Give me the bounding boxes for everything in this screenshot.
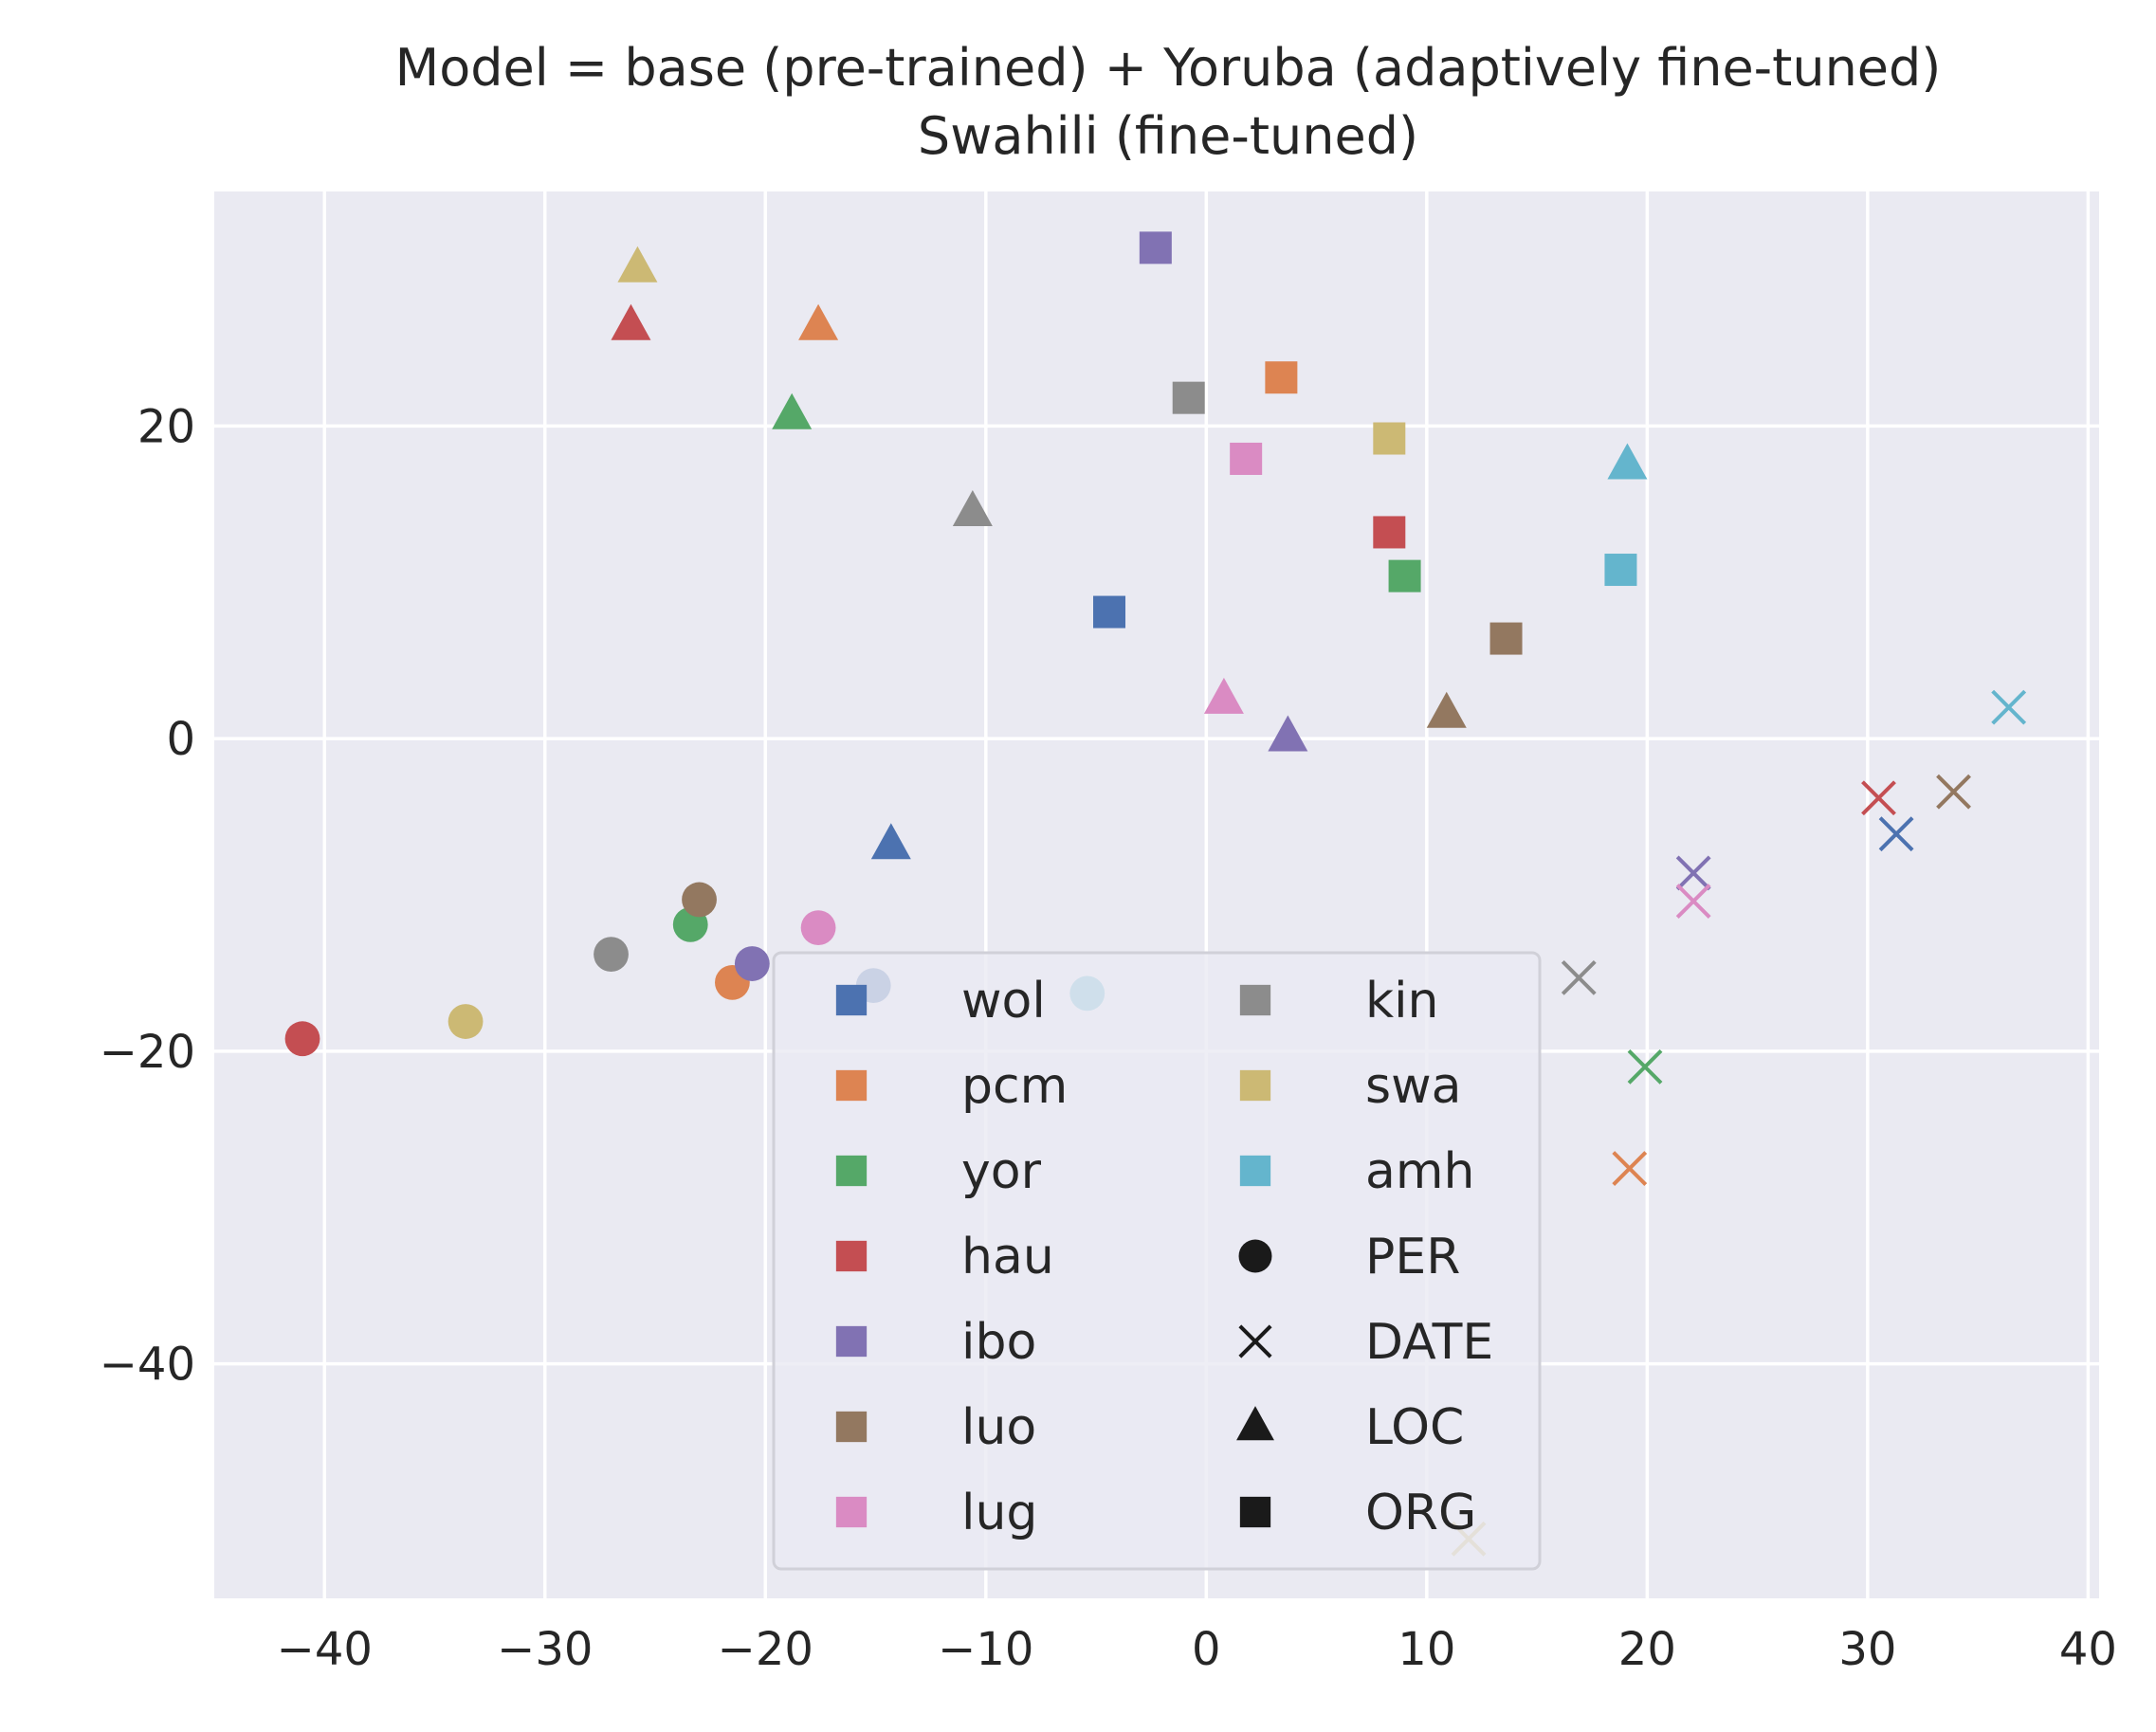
legend-label: LOC — [1365, 1399, 1464, 1456]
point-pcm-date — [1612, 1151, 1648, 1186]
legend-box — [772, 951, 1542, 1571]
chart-subtitle: Swahili (fine-tuned) — [918, 106, 1418, 166]
y-tick-label: −20 — [100, 1026, 195, 1079]
y-axis-ticks: −40 −20 0 20 — [100, 400, 195, 1391]
legend-label: luo — [961, 1399, 1036, 1456]
legend-label: swa — [1365, 1058, 1462, 1115]
x-tick-label: −40 — [277, 1623, 373, 1676]
point-wol-date — [1878, 816, 1914, 852]
legend-entry-date: DATE — [1238, 1314, 1493, 1371]
legend-entry-pcm: pcm — [835, 1058, 1068, 1115]
legend-label: ibo — [961, 1314, 1036, 1371]
legend-label: pcm — [961, 1058, 1068, 1115]
y-tick-label: 0 — [166, 713, 195, 766]
point-kin-per — [594, 937, 629, 973]
legend: wol pcm yor hau ibo luo lug kin swa amh PER DATE LOC… — [772, 951, 1542, 1571]
legend-entry-amh: amh — [1239, 1143, 1474, 1200]
legend-entry-wol: wol — [835, 973, 1046, 1030]
point-luo-loc — [1426, 691, 1467, 728]
point-lug-date — [1675, 884, 1711, 920]
y-tick-label: −40 — [100, 1339, 195, 1392]
legend-label: ORG — [1365, 1485, 1476, 1541]
point-wol-loc — [870, 823, 911, 860]
legend-marker — [835, 1069, 868, 1102]
legend-entry-loc: LOC — [1236, 1399, 1464, 1456]
legend-marker — [1239, 1155, 1271, 1187]
point-kin-date — [1561, 959, 1597, 995]
point-pcm-loc — [798, 303, 839, 340]
point-hau-per — [284, 1021, 320, 1057]
legend-label: hau — [961, 1229, 1054, 1285]
legend-label: yor — [961, 1143, 1042, 1200]
legend-marker — [835, 1411, 868, 1443]
legend-marker — [835, 1155, 868, 1187]
point-pcm-org — [1265, 361, 1298, 394]
legend-marker — [835, 1325, 868, 1358]
x-tick-label: 40 — [2059, 1623, 2117, 1676]
point-amh-date — [1991, 689, 2027, 725]
chart-title: Model = base (pre-trained) + Yoruba (ada… — [395, 38, 1942, 98]
x-tick-label: 0 — [1192, 1623, 1221, 1676]
legend-entry-org: ORG — [1239, 1485, 1476, 1541]
point-luo-per — [682, 882, 717, 918]
legend-marker — [835, 1496, 868, 1528]
legend-entry-ibo: ibo — [835, 1314, 1036, 1371]
legend-marker — [835, 984, 868, 1016]
legend-label: DATE — [1365, 1314, 1493, 1371]
legend-marker — [1238, 1324, 1272, 1358]
x-tick-label: 10 — [1398, 1623, 1455, 1676]
legend-entry-hau: hau — [835, 1229, 1054, 1285]
legend-entry-luo: luo — [835, 1399, 1036, 1456]
legend-marker — [1236, 1406, 1274, 1441]
x-axis-ticks: −40 −30 −20 −10 0 10 20 30 40 — [277, 1623, 2117, 1676]
point-swa-loc — [617, 246, 658, 283]
legend-marker — [1239, 1069, 1271, 1102]
point-lug-org — [1230, 442, 1263, 475]
point-luo-org — [1489, 622, 1523, 655]
point-kin-org — [1172, 381, 1205, 414]
legend-label: amh — [1365, 1143, 1474, 1200]
point-hau-loc — [611, 303, 651, 340]
point-ibo-org — [1139, 231, 1172, 264]
legend-marker — [1238, 1239, 1272, 1273]
point-ibo-loc — [1268, 715, 1308, 752]
point-lug-loc — [1203, 677, 1244, 714]
point-lug-per — [800, 910, 836, 946]
y-tick-label: 20 — [137, 400, 195, 453]
legend-label: wol — [961, 973, 1046, 1030]
point-kin-loc — [952, 490, 993, 527]
point-ibo-per — [734, 946, 770, 981]
legend-marker — [1239, 984, 1271, 1016]
legend-marker — [835, 1240, 868, 1272]
point-ibo-date — [1675, 855, 1711, 891]
legend-marker — [1239, 1496, 1271, 1528]
legend-entry-per: PER — [1238, 1229, 1460, 1285]
legend-entry-swa: swa — [1239, 1058, 1462, 1115]
x-tick-label: 30 — [1838, 1623, 1896, 1676]
legend-label: PER — [1365, 1229, 1460, 1285]
legend-entry-kin: kin — [1239, 973, 1439, 1030]
legend-label: kin — [1365, 973, 1439, 1030]
point-luo-date — [1936, 774, 1971, 810]
legend-label: lug — [961, 1485, 1037, 1541]
x-tick-label: 20 — [1618, 1623, 1676, 1676]
x-tick-label: −20 — [718, 1623, 813, 1676]
point-swa-per — [448, 1004, 484, 1039]
point-hau-org — [1373, 516, 1406, 549]
point-amh-loc — [1607, 443, 1648, 480]
point-yor-loc — [772, 392, 813, 429]
point-amh-org — [1604, 554, 1637, 587]
point-yor-date — [1627, 1048, 1663, 1085]
point-wol-org — [1093, 595, 1126, 629]
legend-entry-yor: yor — [835, 1143, 1042, 1200]
x-tick-label: −10 — [938, 1623, 1033, 1676]
x-tick-label: −30 — [497, 1623, 593, 1676]
point-swa-org — [1373, 422, 1406, 455]
data-points — [284, 231, 2027, 1557]
point-yor-org — [1388, 559, 1421, 593]
point-hau-date — [1861, 780, 1896, 816]
legend-entry-lug: lug — [835, 1485, 1037, 1541]
